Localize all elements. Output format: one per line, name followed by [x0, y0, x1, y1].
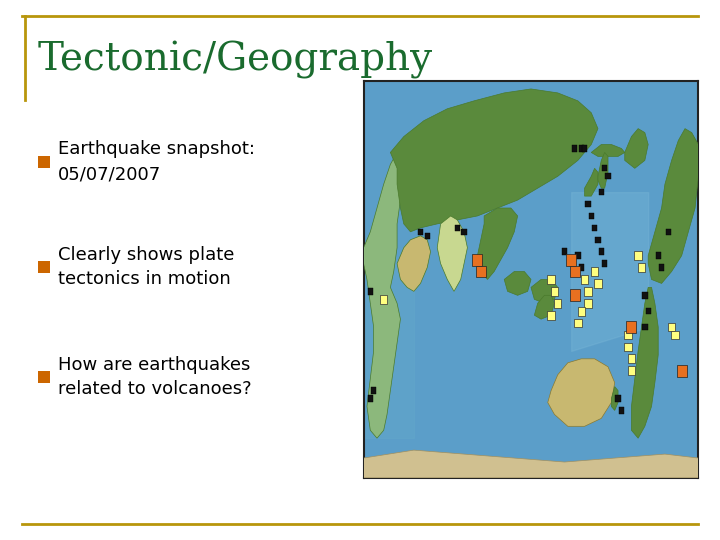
- Bar: [616, 395, 621, 402]
- Bar: [642, 292, 647, 299]
- Polygon shape: [437, 216, 467, 292]
- Bar: [595, 237, 600, 243]
- Bar: [634, 251, 642, 260]
- Bar: [584, 287, 592, 296]
- Bar: [598, 189, 604, 195]
- Polygon shape: [397, 236, 431, 292]
- Bar: [598, 248, 604, 255]
- Bar: [368, 395, 373, 402]
- Bar: [581, 275, 588, 284]
- Bar: [547, 275, 555, 284]
- Bar: [572, 145, 577, 152]
- Bar: [38, 371, 50, 383]
- Bar: [628, 366, 635, 375]
- Bar: [591, 267, 598, 276]
- Bar: [602, 260, 608, 267]
- Bar: [602, 165, 608, 172]
- Bar: [638, 263, 645, 272]
- Polygon shape: [390, 89, 598, 232]
- Polygon shape: [477, 208, 518, 280]
- Polygon shape: [534, 295, 554, 319]
- Polygon shape: [504, 272, 531, 295]
- Bar: [418, 228, 423, 235]
- Bar: [624, 342, 631, 352]
- Bar: [584, 299, 592, 308]
- Bar: [618, 407, 624, 414]
- Bar: [659, 265, 665, 271]
- Bar: [588, 213, 594, 219]
- Polygon shape: [531, 280, 558, 303]
- Bar: [665, 228, 671, 235]
- Polygon shape: [364, 145, 414, 438]
- Bar: [574, 319, 582, 327]
- Bar: [371, 387, 377, 394]
- Text: Tectonic/Geography: Tectonic/Geography: [38, 41, 433, 79]
- Bar: [368, 288, 373, 294]
- Bar: [677, 365, 687, 377]
- Bar: [594, 279, 602, 288]
- Bar: [579, 145, 584, 152]
- Bar: [628, 354, 635, 363]
- Polygon shape: [648, 129, 698, 284]
- Bar: [575, 253, 580, 259]
- Bar: [562, 248, 567, 255]
- Polygon shape: [631, 287, 658, 438]
- Bar: [462, 228, 467, 235]
- Bar: [566, 254, 576, 266]
- Bar: [671, 330, 679, 339]
- Bar: [626, 321, 636, 333]
- Polygon shape: [585, 168, 598, 196]
- Polygon shape: [591, 145, 625, 157]
- Bar: [554, 299, 562, 308]
- Bar: [472, 254, 482, 266]
- Bar: [577, 307, 585, 315]
- Text: Earthquake snapshot:
05/07/2007: Earthquake snapshot: 05/07/2007: [58, 140, 255, 184]
- Bar: [380, 295, 387, 303]
- Polygon shape: [625, 129, 648, 168]
- Text: How are earthquakes
related to volcanoes?: How are earthquakes related to volcanoes…: [58, 355, 251, 399]
- Bar: [606, 173, 611, 179]
- Bar: [655, 253, 661, 259]
- Bar: [547, 311, 555, 320]
- Text: Clearly shows plate
tectonics in motion: Clearly shows plate tectonics in motion: [58, 246, 235, 288]
- Polygon shape: [611, 387, 618, 410]
- Bar: [592, 225, 598, 231]
- Bar: [38, 261, 50, 273]
- Bar: [624, 330, 631, 339]
- Bar: [454, 225, 460, 231]
- Bar: [642, 324, 647, 330]
- Polygon shape: [364, 450, 698, 478]
- Bar: [582, 145, 588, 152]
- Bar: [668, 323, 675, 332]
- Bar: [570, 266, 580, 278]
- Bar: [38, 156, 50, 168]
- Bar: [476, 266, 486, 278]
- Bar: [585, 201, 590, 207]
- Polygon shape: [598, 152, 608, 188]
- Bar: [570, 289, 580, 301]
- Polygon shape: [548, 359, 615, 426]
- Bar: [425, 233, 430, 239]
- Bar: [551, 287, 558, 296]
- Bar: [579, 265, 584, 271]
- Bar: [646, 308, 651, 314]
